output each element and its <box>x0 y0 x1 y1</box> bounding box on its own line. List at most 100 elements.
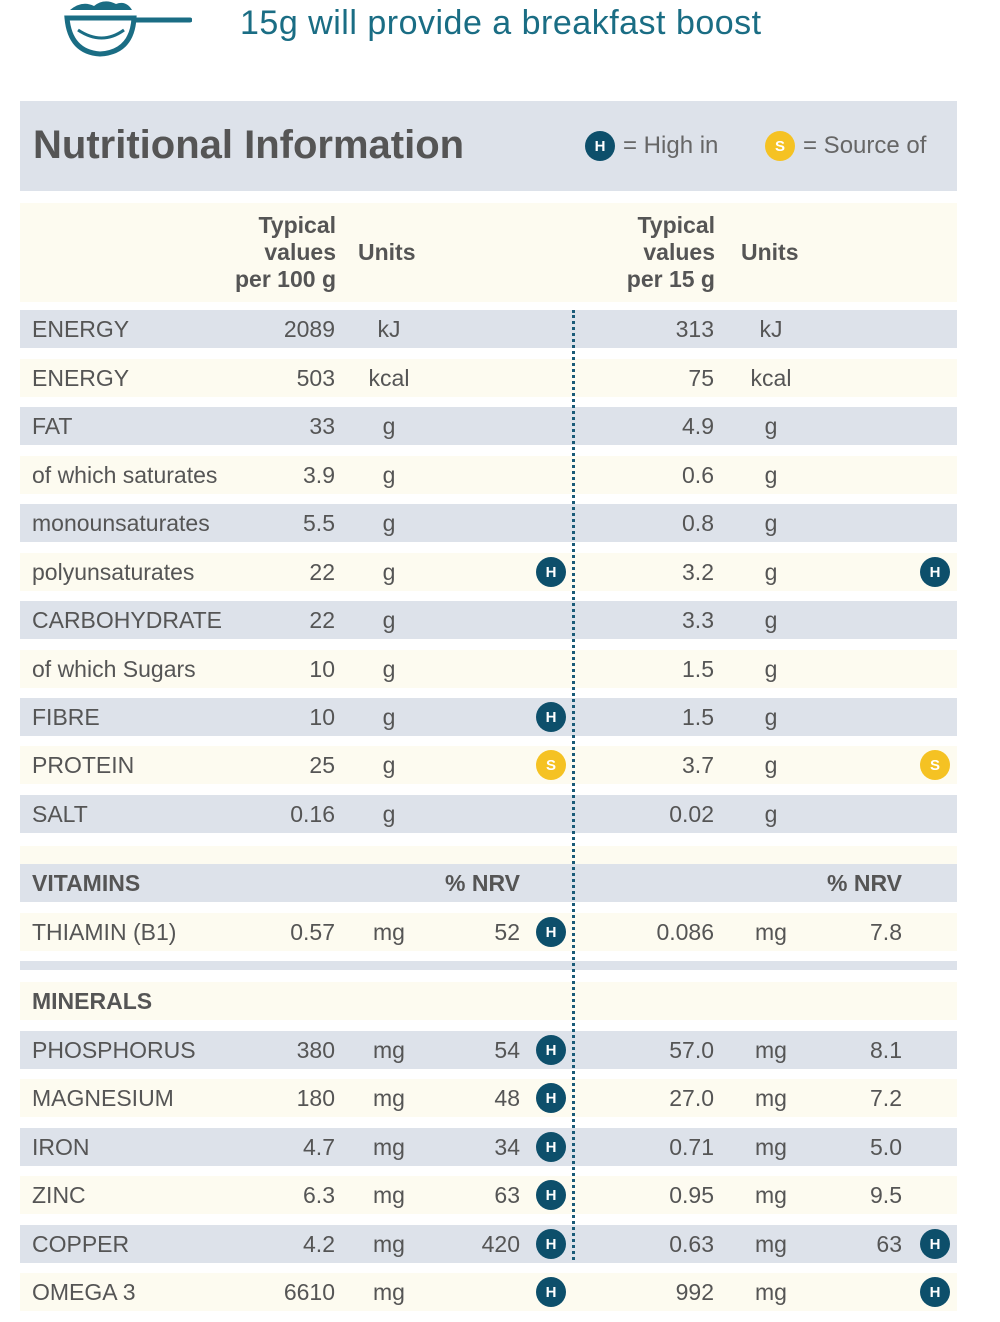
nutrient-name: MAGNESIUM <box>32 1084 174 1111</box>
table-row: polyunsaturates 22 g H 3.2 g H <box>20 553 957 591</box>
badge-cell: H <box>920 1225 950 1263</box>
nrv-per-15g: 7.2 <box>870 1084 902 1111</box>
table-row: CARBOHYDRATE 22 g 3.3 g <box>20 601 957 639</box>
col-per100-header: Typical values per 100 g <box>235 212 336 293</box>
table-row: ENERGY 503 kcal 75 kcal <box>20 359 957 397</box>
col-per15-header: Typical values per 15 g <box>627 212 715 293</box>
unit-per-15g: g <box>764 461 778 488</box>
value-per-15g: 313 <box>675 315 714 342</box>
value-per-15g: 0.71 <box>669 1133 714 1160</box>
unit-per-100g: mg <box>373 1133 405 1160</box>
unit-per-100g: g <box>382 412 396 439</box>
nutrient-name: of which Sugars <box>32 655 196 682</box>
value-per-100g: 503 <box>296 364 335 391</box>
unit-per-15g: g <box>764 606 778 633</box>
table-row: COPPER 4.2 mg 420 H 0.63 mg 63 H <box>20 1225 957 1263</box>
value-per-100g: 22 <box>309 606 335 633</box>
nutrient-name: CARBOHYDRATE <box>32 606 222 633</box>
table-row: ENERGY 2089 kJ 313 kJ <box>20 310 957 348</box>
value-per-100g: 5.5 <box>303 509 335 536</box>
table-row: PROTEIN 25 g S 3.7 g S <box>20 746 957 784</box>
badge-cell: H <box>536 1079 566 1117</box>
value-per-15g: 3.3 <box>682 606 714 633</box>
value-per-15g: 0.63 <box>669 1230 714 1257</box>
source-badge-icon: S <box>765 131 795 161</box>
unit-per-100g: g <box>382 606 396 633</box>
value-per-100g: 3.9 <box>303 461 335 488</box>
badge-cell: S <box>536 746 566 784</box>
unit-per-100g: g <box>382 751 396 778</box>
nutrient-name: FAT <box>32 412 73 439</box>
col-per15-line3: per 15 g <box>626 266 715 292</box>
value-per-15g: 75 <box>688 364 714 391</box>
unit-per-100g: mg <box>373 1230 405 1257</box>
nutrient-name: ENERGY <box>32 315 130 342</box>
nrv-per-100g: 48 <box>494 1084 520 1111</box>
high-badge-icon: H <box>536 1035 566 1065</box>
nrv-per-15g: 5.0 <box>870 1133 902 1160</box>
value-per-15g: 3.2 <box>682 558 714 585</box>
value-per-100g: 0.57 <box>290 918 335 945</box>
header: 15g will provide a breakfast boost <box>0 0 1000 70</box>
value-per-15g: 0.95 <box>669 1181 714 1208</box>
value-per-15g: 1.5 <box>682 703 714 730</box>
value-per-15g: 57.0 <box>669 1036 714 1063</box>
table-row: OMEGA 3 6610 mg H 992 mg H <box>20 1273 957 1311</box>
scoop-icon <box>64 1 192 57</box>
nrv-per-100g: 34 <box>494 1133 520 1160</box>
unit-per-15g: g <box>764 509 778 536</box>
high-badge-icon: H <box>536 1277 566 1307</box>
unit-per-100g: g <box>382 558 396 585</box>
page-title: Nutritional Information <box>33 123 465 167</box>
nutrient-name: THIAMIN (B1) <box>32 918 177 945</box>
badge-cell: H <box>536 913 566 951</box>
value-per-15g: 3.7 <box>682 751 714 778</box>
high-badge-icon: H <box>920 1277 950 1307</box>
value-per-100g: 10 <box>309 703 335 730</box>
table-row: FIBRE 10 g H 1.5 g <box>20 698 957 736</box>
high-badge-icon: H <box>536 702 566 732</box>
unit-per-100g: kcal <box>368 364 410 391</box>
nutrient-name: of which saturates <box>32 461 218 488</box>
tagline: 15g will provide a breakfast boost <box>240 4 762 42</box>
title-bar: Nutritional Information H = High in S = … <box>20 101 957 191</box>
badge-cell: H <box>536 1128 566 1166</box>
badge-cell: H <box>536 1176 566 1214</box>
table-row: THIAMIN (B1) 0.57 mg 52 H 0.086 mg 7.8 <box>20 913 957 951</box>
unit-per-15g: g <box>764 558 778 585</box>
value-per-100g: 4.7 <box>303 1133 335 1160</box>
unit-per-15g: kcal <box>750 364 792 391</box>
nrv-per-15g: 8.1 <box>870 1036 902 1063</box>
legend-high-label: = High in <box>623 132 719 159</box>
col-per100-line2: values <box>264 239 336 265</box>
high-badge-icon: H <box>920 557 950 587</box>
nutrient-name: SALT <box>32 800 88 827</box>
nrv-per-100g: 63 <box>494 1181 520 1208</box>
nrv-header-15g: % NRV <box>827 869 902 896</box>
unit-per-100g: mg <box>373 1181 405 1208</box>
unit-per-100g: g <box>382 703 396 730</box>
unit-per-15g: g <box>764 412 778 439</box>
value-per-100g: 4.2 <box>303 1230 335 1257</box>
high-badge-icon: H <box>536 1180 566 1210</box>
col-per15-line2: values <box>643 239 715 265</box>
badge-cell: S <box>920 746 950 784</box>
col-units2-header: Units <box>741 239 799 265</box>
table-row: FAT 33 g 4.9 g <box>20 407 957 445</box>
value-per-15g: 4.9 <box>682 412 714 439</box>
nrv-per-15g: 9.5 <box>870 1181 902 1208</box>
high-badge-icon: H <box>536 1229 566 1259</box>
table-row: MAGNESIUM 180 mg 48 H 27.0 mg 7.2 <box>20 1079 957 1117</box>
nrv-per-100g: 52 <box>494 918 520 945</box>
high-badge-icon: H <box>536 1132 566 1162</box>
table-row: PHOSPHORUS 380 mg 54 H 57.0 mg 8.1 <box>20 1031 957 1069</box>
nutrient-name: polyunsaturates <box>32 558 195 585</box>
nutrient-name: OMEGA 3 <box>32 1278 136 1305</box>
nrv-per-15g: 7.8 <box>870 918 902 945</box>
value-per-15g: 27.0 <box>669 1084 714 1111</box>
value-per-100g: 6.3 <box>303 1181 335 1208</box>
unit-per-100g: g <box>382 509 396 536</box>
unit-per-100g: kJ <box>377 315 401 342</box>
col-per100-line1: Typical <box>258 212 336 238</box>
unit-per-15g: g <box>764 751 778 778</box>
